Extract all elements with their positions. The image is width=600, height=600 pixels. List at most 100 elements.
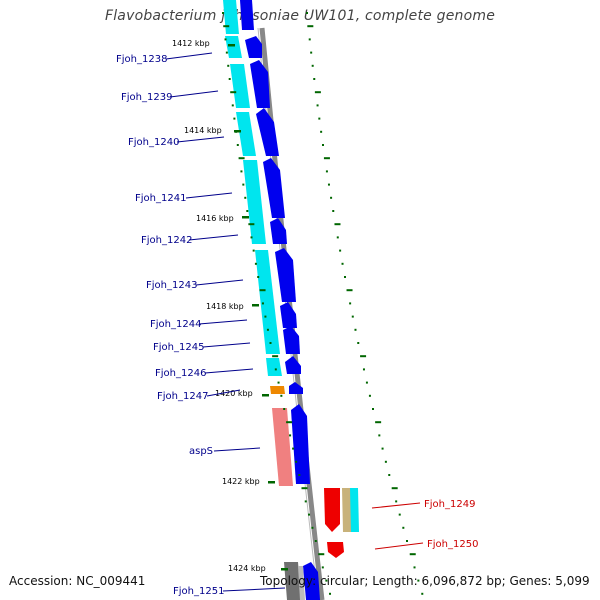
tick-dot-outer	[332, 210, 335, 212]
right-gene-labels: Fjoh_1249 Fjoh_1250	[371, 499, 478, 550]
cds-arrow-1239	[250, 60, 270, 108]
tick-dot-inner	[274, 368, 277, 371]
tick-dot-outer	[316, 104, 319, 107]
gene-leader-line	[204, 368, 254, 374]
cds-light-1243	[255, 250, 280, 354]
tick-dot-outer	[313, 78, 316, 80]
gene-leader-line	[165, 52, 213, 60]
tick-dot-inner	[224, 38, 227, 41]
tick-dot-outer	[351, 315, 354, 318]
gene-label-fjoh_1250[interactable]: Fjoh_1250	[427, 539, 478, 550]
tick-dot-inner	[254, 262, 257, 265]
tick-dot-outer	[346, 289, 353, 292]
gene-leader-line	[371, 502, 421, 509]
tick-dot-inner	[233, 117, 236, 120]
tick-dot-inner	[280, 394, 283, 397]
tick-dot-inner	[304, 500, 307, 503]
gene-label-fjoh_1249[interactable]: Fjoh_1249	[424, 499, 475, 510]
accession-text: Accession: NC_009441	[9, 574, 146, 588]
tick-dot-inner	[266, 328, 269, 331]
cds-arrow-1247	[289, 382, 303, 394]
kbp-tick-mark	[228, 44, 235, 47]
tick-dot-outer	[341, 262, 344, 265]
gene-label-asps[interactable]: aspS	[189, 446, 213, 457]
tick-dot-inner	[244, 196, 247, 199]
tick-dot-inner	[242, 183, 245, 186]
tick-dot-outer	[372, 408, 374, 410]
cds-arrow-1238	[245, 36, 262, 58]
tick-dot-inner	[308, 513, 311, 516]
tick-dot-outer	[322, 144, 324, 146]
gene-label-fjoh_1251[interactable]: Fjoh_1251	[173, 586, 224, 597]
kbp-tick-label: 1416 kbp	[196, 214, 234, 223]
tick-dot-inner	[257, 276, 260, 278]
cds-light-1241	[243, 160, 266, 244]
tick-dot-outer	[336, 236, 339, 239]
gene-orange-1247	[270, 386, 285, 394]
tick-dot-inner	[230, 91, 237, 94]
kbp-tick-label: 1422 kbp	[222, 477, 260, 486]
gene-label-fjoh_1246[interactable]: Fjoh_1246	[155, 368, 206, 379]
gene-label-fjoh_1242[interactable]: Fjoh_1242	[141, 235, 192, 246]
tick-dot-outer	[357, 342, 360, 344]
tick-dot-inner	[329, 592, 332, 595]
tick-dot-inner	[252, 249, 255, 252]
tick-dots	[222, 12, 424, 595]
tick-dot-inner	[246, 210, 249, 212]
gene-leader-line	[169, 90, 219, 98]
cds-arrow-1244	[280, 302, 297, 328]
gene-label-fjoh_1245[interactable]: Fjoh_1245	[153, 342, 204, 353]
cds-light-1238	[225, 36, 242, 58]
tick-dot-outer	[311, 64, 314, 67]
tick-dot-inner	[283, 408, 286, 410]
tick-dot-inner	[231, 104, 234, 107]
cds-arrow-1240	[256, 108, 279, 156]
tick-dot-outer	[375, 421, 382, 424]
tick-dot-outer	[323, 157, 330, 160]
tick-dot-outer	[310, 51, 313, 54]
gene-label-fjoh_1243[interactable]: Fjoh_1243	[146, 280, 197, 291]
gene-leader-line	[374, 542, 424, 550]
tick-dot-inner	[228, 78, 231, 80]
tick-dot-inner	[277, 381, 280, 384]
kbp-tick-mark	[268, 481, 275, 484]
gene-label-fjoh_1244[interactable]: Fjoh_1244	[150, 319, 201, 330]
tick-dot-outer	[344, 276, 346, 278]
cds-arrow-1246	[285, 356, 301, 374]
tick-dot-outer	[325, 170, 328, 173]
gene-leader-line	[188, 234, 239, 241]
tick-dot-outer	[334, 223, 341, 226]
gene-label-fjoh_1238[interactable]: Fjoh_1238	[116, 54, 167, 65]
tick-dot-outer	[307, 25, 314, 28]
tick-dot-inner	[238, 157, 245, 160]
gene-leader-line	[206, 389, 241, 397]
gene-grey-1251b	[298, 566, 305, 600]
kbp-ticks: 1412 kbp 1414 kbp 1416 kbp 1418 kbp 1420 kbp…	[172, 39, 288, 573]
cds-arrow-1243	[275, 248, 296, 302]
cds-arrow-asps	[291, 404, 310, 484]
cds-arrow-top	[240, 0, 254, 30]
tick-dot-inner	[227, 64, 230, 67]
tick-dot-inner	[325, 579, 328, 582]
gene-label-fjoh_1240[interactable]: Fjoh_1240	[128, 137, 179, 148]
gene-leader-line	[198, 319, 248, 325]
tick-dot-inner	[225, 51, 228, 54]
gene-label-fjoh_1241[interactable]: Fjoh_1241	[135, 193, 186, 204]
tick-dot-outer	[406, 540, 408, 542]
tick-dot-outer	[388, 474, 391, 476]
kbp-tick-label: 1424 kbp	[228, 564, 266, 573]
tick-dot-inner	[314, 540, 317, 542]
gene-leader-line	[176, 136, 225, 143]
tick-dot-outer	[413, 566, 416, 569]
kbp-tick-label: 1414 kbp	[184, 126, 222, 135]
gene-tan-1249	[342, 488, 351, 532]
tick-dot-inner	[222, 12, 224, 14]
gene-label-fjoh_1239[interactable]: Fjoh_1239	[121, 92, 172, 103]
tick-dot-outer	[314, 91, 321, 94]
gene-leader-line	[195, 279, 244, 286]
tick-dot-inner	[248, 223, 255, 226]
tick-dot-outer	[306, 12, 308, 14]
gene-label-fjoh_1247[interactable]: Fjoh_1247	[157, 391, 208, 402]
tick-dot-inner	[240, 170, 243, 173]
